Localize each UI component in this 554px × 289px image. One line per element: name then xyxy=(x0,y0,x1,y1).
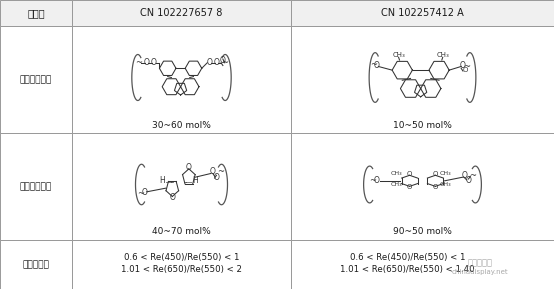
Text: O: O xyxy=(373,61,379,70)
Text: ~: ~ xyxy=(463,62,470,71)
Text: O: O xyxy=(220,56,226,65)
Text: O: O xyxy=(213,173,219,182)
Text: O: O xyxy=(462,67,468,73)
Text: CH₃: CH₃ xyxy=(392,52,405,58)
Text: ~: ~ xyxy=(370,176,376,185)
Text: ~: ~ xyxy=(217,167,224,176)
Text: O: O xyxy=(186,164,192,173)
Text: O: O xyxy=(407,171,412,177)
Text: O: O xyxy=(170,193,175,202)
Text: O: O xyxy=(462,171,468,180)
Text: O: O xyxy=(433,171,438,177)
Text: O: O xyxy=(213,58,219,67)
Text: CH₃: CH₃ xyxy=(391,171,403,176)
Bar xyxy=(72,240,291,289)
Text: 1.01 < Re(650)/Re(550) < 1.40: 1.01 < Re(650)/Re(550) < 1.40 xyxy=(340,265,475,274)
Text: 10~50 mol%: 10~50 mol% xyxy=(393,121,452,129)
Text: ~: ~ xyxy=(137,189,145,198)
Text: CH₃: CH₃ xyxy=(391,182,403,187)
Text: H: H xyxy=(193,176,198,185)
Text: 宽波域效果: 宽波域效果 xyxy=(23,260,49,269)
Text: 正折射率单元: 正折射率单元 xyxy=(20,182,52,191)
Text: H: H xyxy=(159,176,165,185)
Text: 0.6 < Re(450)/Re(550) < 1: 0.6 < Re(450)/Re(550) < 1 xyxy=(124,253,239,262)
Bar xyxy=(72,26,291,133)
Text: O: O xyxy=(465,176,471,185)
Text: CH₃: CH₃ xyxy=(440,171,452,176)
Text: CH₃: CH₃ xyxy=(437,52,449,58)
Text: CN 102227657 8: CN 102227657 8 xyxy=(140,8,223,18)
Text: CH₃: CH₃ xyxy=(440,182,452,187)
Text: O: O xyxy=(460,61,466,70)
Text: ~: ~ xyxy=(370,60,377,69)
Bar xyxy=(291,0,554,26)
Text: O: O xyxy=(433,184,438,190)
Text: 专利号: 专利号 xyxy=(27,8,45,18)
Text: 1.01 < Re(650)/Re(550) < 2: 1.01 < Re(650)/Re(550) < 2 xyxy=(121,265,242,274)
Bar xyxy=(0,133,72,240)
Bar xyxy=(0,26,72,133)
Bar xyxy=(0,240,72,289)
Text: O: O xyxy=(407,184,412,190)
Bar xyxy=(291,26,554,133)
Text: O: O xyxy=(373,176,379,185)
Text: 负折射率单元: 负折射率单元 xyxy=(20,75,52,84)
Bar xyxy=(72,133,291,240)
Text: 40~70 mol%: 40~70 mol% xyxy=(152,227,211,236)
Text: O: O xyxy=(210,167,216,176)
Text: O: O xyxy=(151,58,157,67)
Text: ~: ~ xyxy=(221,58,228,67)
Text: CN 102257412 A: CN 102257412 A xyxy=(381,8,464,18)
Text: 中华显示网: 中华显示网 xyxy=(468,258,493,267)
Text: chinadisplay.net: chinadisplay.net xyxy=(452,269,509,275)
Text: 30~60 mol%: 30~60 mol% xyxy=(152,121,211,129)
Text: 90~50 mol%: 90~50 mol% xyxy=(393,227,452,236)
Text: ~: ~ xyxy=(135,58,142,67)
Text: 0.6 < Re(450)/Re(550) < 1: 0.6 < Re(450)/Re(550) < 1 xyxy=(350,253,465,262)
Text: O: O xyxy=(206,58,212,67)
Bar xyxy=(291,240,554,289)
Bar xyxy=(0,0,72,26)
Text: ~: ~ xyxy=(469,171,476,180)
Text: O: O xyxy=(143,58,150,67)
Bar xyxy=(72,0,291,26)
Text: O: O xyxy=(142,188,147,197)
Bar xyxy=(291,133,554,240)
